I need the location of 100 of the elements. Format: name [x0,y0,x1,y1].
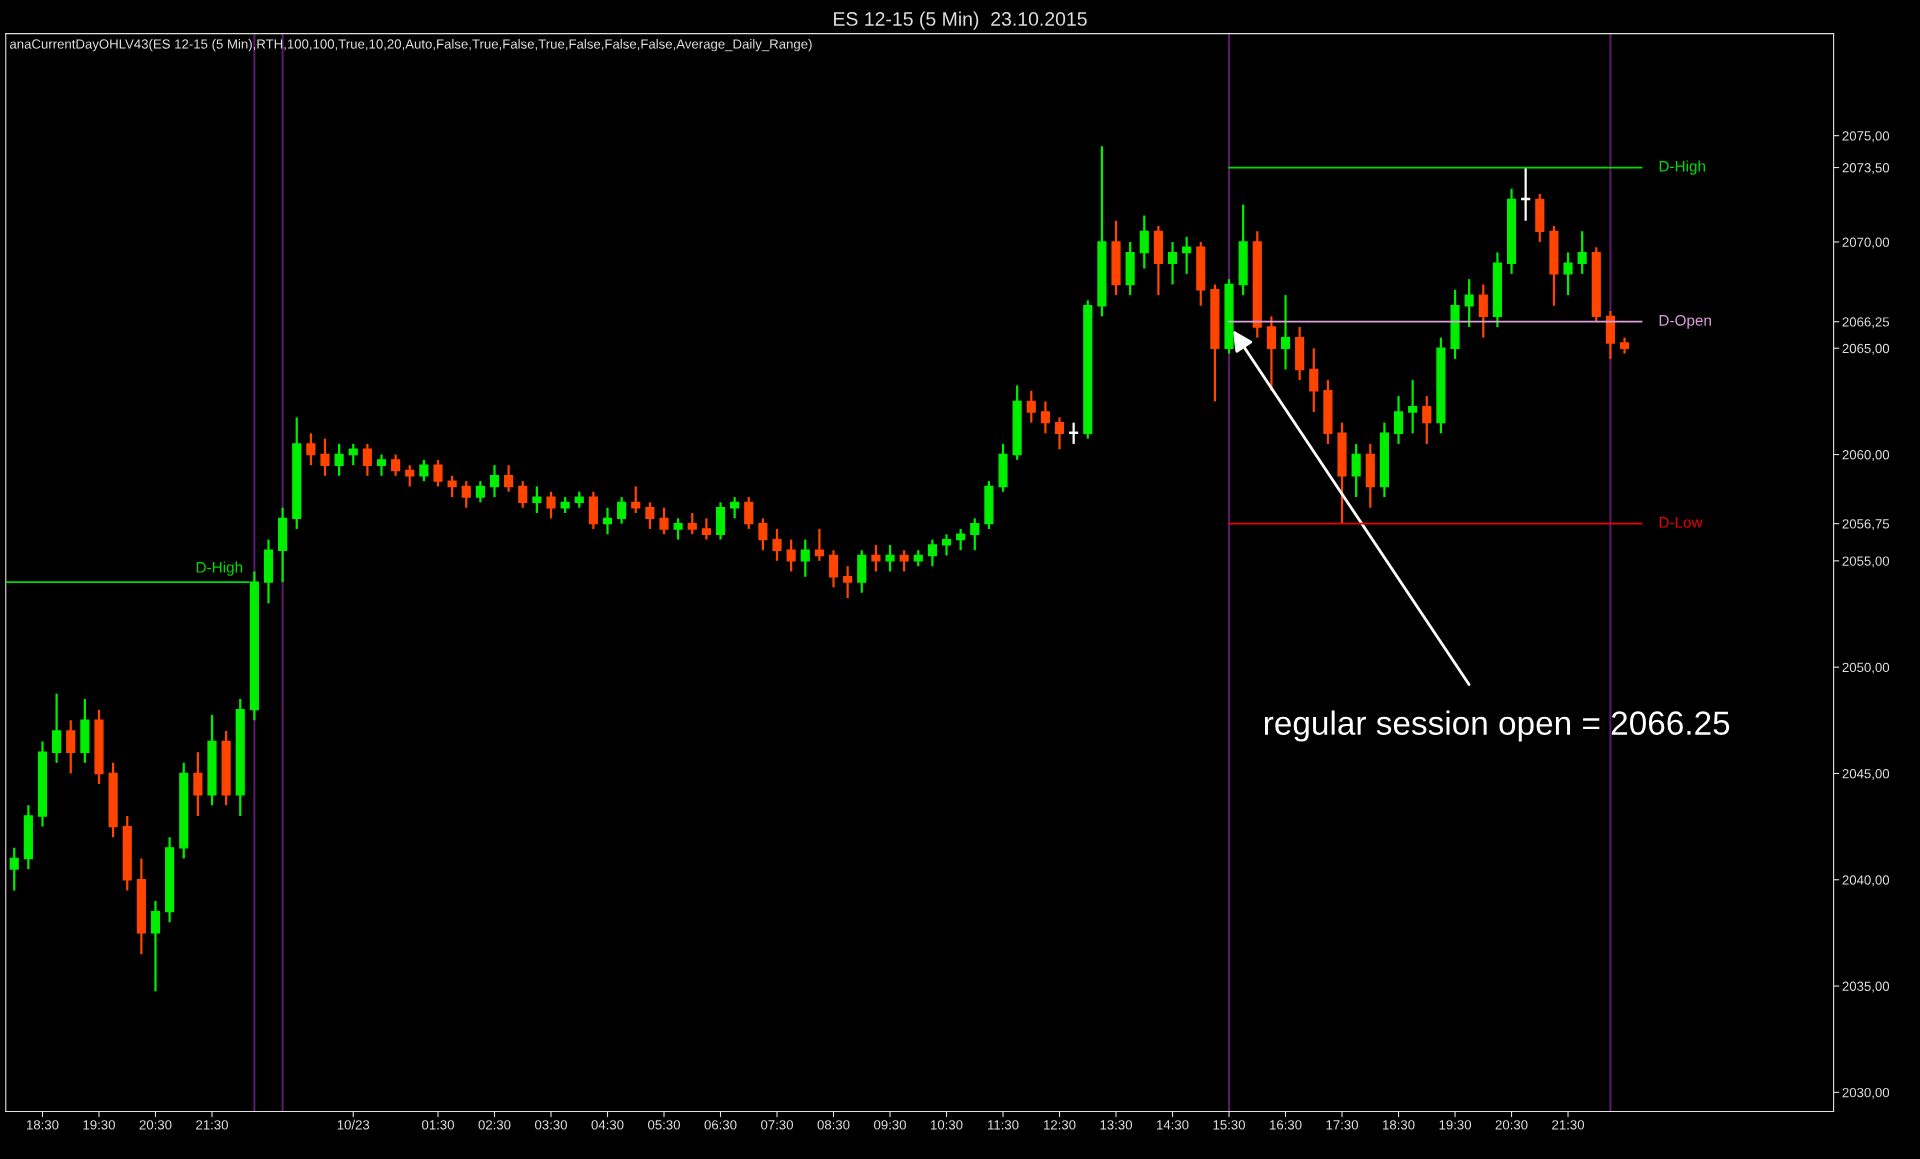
x-tick-label: 20:30 [139,1120,172,1130]
candlestick [362,442,372,477]
x-tick-label: 21:30 [1552,1120,1585,1130]
x-tick-label: 05:30 [648,1120,680,1130]
candlestick [871,543,881,573]
y-tick-label: 2056,75 [1842,519,1890,531]
candlestick [1026,389,1036,424]
candlestick [1309,347,1319,414]
candlestick [1577,230,1587,275]
candlestick [758,517,768,552]
candlestick [602,506,613,536]
candlestick [1422,394,1432,446]
candlestick [433,458,443,488]
x-tick-label: 14:30 [1157,1120,1189,1130]
candlestick [320,437,330,477]
annotation: regular session open = 2066.25 [1264,710,1730,742]
y-tick-label: 2045,00 [1842,769,1890,780]
x-tick-label: 10:30 [931,1120,963,1130]
candlestick [419,458,429,483]
x-tick-label: 16:30 [1270,1120,1302,1130]
x-tick-label: 12:30 [1044,1120,1076,1130]
candlestick [1408,379,1418,435]
x-tick-label: 07:30 [761,1120,794,1130]
candlestick [546,490,556,520]
x-tick-label: 04:30 [591,1120,624,1130]
y-tick-label: 2035,00 [1842,981,1890,993]
candlestick [504,464,514,493]
x-tick-label: 10/23 [337,1119,370,1130]
candlestick [1040,400,1050,435]
y-tick-label: 2055,00 [1842,556,1890,568]
series-label: D-High [196,561,243,576]
x-tick-label: 08:30 [817,1120,850,1130]
candlestick [927,538,937,568]
candlestick [334,442,344,477]
candlestick [348,442,358,467]
y-tick-label: 2065,00 [1842,343,1890,355]
candlestick [1351,442,1361,499]
candlestick [673,517,683,541]
candlestick [1563,251,1573,297]
candlestick [885,543,895,573]
candlestick [52,692,62,764]
x-tick-label: 15:30 [1213,1120,1246,1130]
y-tick-label: 2050,00 [1842,662,1890,674]
candlestick [405,464,415,488]
series-label: D-Low [1659,517,1703,528]
x-tick-label: 19:30 [83,1120,115,1130]
candlestick [970,517,980,552]
candlestick [447,474,457,499]
candlestick [150,899,161,993]
candlestick [828,549,839,589]
candlestick [899,549,909,573]
candlestick [475,480,485,504]
y-tick-label: 2030,00 [1842,1087,1890,1099]
candlestick [617,495,627,525]
series-label: D-Open [1659,314,1711,329]
candlestick [306,432,316,467]
y-tick-label: 2073,50 [1842,163,1890,175]
x-tick-label: 09:30 [874,1120,907,1130]
candlestick [772,527,782,562]
candlestick [532,485,542,515]
y-tick-label: 2075,00 [1842,131,1890,143]
candlestick [701,517,711,541]
candlestick [1280,294,1291,371]
x-tick-label: 13:30 [1100,1120,1133,1130]
x-tick-label: 02:30 [478,1120,511,1130]
candlestick [814,527,824,562]
candlestick [659,506,669,536]
candlestick [1266,315,1276,392]
x-tick-label: 03:30 [535,1120,567,1130]
x-tick-label: 21:30 [196,1120,228,1130]
candlestick [1054,416,1065,451]
candlestick [1478,283,1488,339]
candlestick [9,846,19,892]
candlestick [66,719,76,775]
candlestick [800,538,810,578]
x-tick-label: 11:30 [988,1120,1019,1130]
x-tick-label: 17:30 [1326,1120,1359,1130]
y-tick-label: 2060,00 [1842,450,1890,462]
annotation: anaCurrentDayOHLV43(ES 12-15 (5 Min),RTH,100,100,True,10,20,Auto,False,True,False,True,False,False,False,Average_Daily_Range) [9,39,812,52]
candlestick [193,751,203,818]
candlestick [461,480,471,509]
candlestick [744,495,754,531]
candlestick [391,453,401,477]
series-label: D-High [1659,160,1705,175]
candlestick [1182,235,1192,275]
x-tick-label: 18:30 [26,1120,59,1130]
candlestick [941,533,952,557]
candlestick [843,565,853,600]
y-tick-label: 2040,00 [1842,875,1890,887]
candlestick [956,527,966,552]
y-tick-label: 2070,00 [1842,237,1890,249]
candlestick [1167,240,1178,286]
candlestick [687,511,697,536]
x-tick-label: 18:30 [1383,1120,1415,1130]
x-tick-label: 06:30 [704,1120,737,1130]
x-tick-label: 20:30 [1495,1120,1528,1130]
candlestick [786,538,796,573]
candlestick [376,453,387,477]
candlestick [1393,394,1404,446]
candlestick [645,501,655,531]
